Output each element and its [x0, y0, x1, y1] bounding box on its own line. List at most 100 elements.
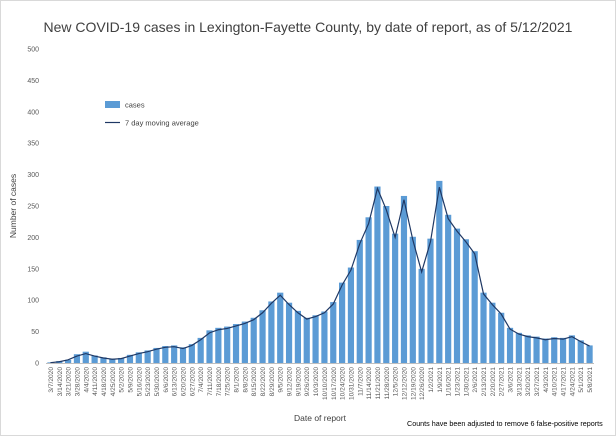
case-bar: [445, 214, 452, 363]
x-tick-label: 3/20/2021: [525, 367, 532, 397]
x-tick-label: 12/19/2020: [410, 367, 417, 400]
x-tick-label: 4/17/2021: [561, 367, 568, 397]
case-bar: [294, 310, 301, 363]
x-tick-label: 4/3/2021: [543, 367, 550, 393]
y-tick-label: 100: [27, 298, 39, 305]
x-tick-label: 4/11/2020: [92, 367, 99, 396]
x-tick-label: 6/20/2020: [181, 367, 188, 397]
case-bar: [197, 337, 204, 363]
case-bar: [347, 267, 355, 363]
case-bar: [392, 233, 399, 363]
case-bar: [365, 217, 372, 363]
case-bar: [551, 337, 558, 363]
x-tick-label: 12/12/2020: [401, 367, 408, 400]
case-bar: [82, 351, 89, 363]
y-tick-label: 200: [27, 235, 39, 242]
case-bar: [268, 301, 275, 363]
case-bar: [586, 345, 593, 363]
case-bar: [498, 312, 505, 363]
x-tick-label: 7/11/2020: [207, 367, 214, 396]
x-tick-label: 11/14/2020: [366, 367, 373, 400]
x-tick-label: 11/28/2020: [384, 367, 391, 400]
x-tick-label: 2/27/2021: [499, 367, 506, 397]
case-bar: [153, 347, 160, 363]
y-tick-label: 500: [27, 47, 39, 54]
x-tick-label: 1/16/2021: [446, 367, 453, 397]
case-bar: [489, 302, 496, 363]
x-tick-label: 3/27/2021: [534, 367, 541, 397]
case-bar: [462, 239, 469, 363]
y-tick-label: 300: [27, 172, 39, 179]
x-tick-label: 10/17/2020: [331, 367, 338, 400]
x-tick-label: 9/5/2020: [278, 367, 285, 393]
x-tick-label: 11/21/2020: [375, 367, 382, 400]
case-bar: [232, 324, 240, 363]
case-bar: [427, 238, 434, 363]
case-bar: [47, 362, 54, 363]
y-tick-label: 0: [35, 361, 39, 368]
case-bar: [241, 321, 248, 363]
x-tick-label: 6/13/2020: [172, 367, 179, 397]
y-tick-label: 150: [27, 266, 39, 273]
case-bar: [339, 282, 346, 363]
case-bar: [109, 358, 116, 363]
case-bar: [224, 326, 231, 363]
x-tick-label: 5/30/2020: [154, 367, 161, 397]
x-tick-label: 12/5/2020: [393, 367, 400, 397]
legend: cases 7 day moving average: [105, 101, 199, 128]
x-tick-label: 2/6/2021: [472, 367, 479, 393]
case-bar: [321, 311, 328, 363]
x-tick-label: 5/2/2020: [119, 367, 126, 393]
case-bar: [73, 354, 81, 363]
case-bar: [303, 317, 310, 363]
x-tick-label: 8/15/2020: [251, 367, 258, 397]
x-tick-label: 1/30/2021: [463, 367, 470, 397]
case-bar: [100, 357, 107, 363]
x-tick-label: 8/29/2020: [269, 367, 276, 397]
case-bar: [436, 180, 443, 363]
y-tick-label: 450: [27, 78, 39, 85]
case-bar: [215, 327, 222, 363]
x-tick-label: 5/16/2020: [136, 367, 143, 397]
chart-title: New COVID-19 cases in Lexington-Fayette …: [43, 19, 573, 35]
x-tick-label: 5/1/2021: [578, 367, 585, 393]
case-bar: [126, 354, 134, 363]
moving-average-line: [50, 186, 590, 364]
x-tick-label: 7/25/2020: [225, 367, 232, 397]
case-bar: [312, 315, 319, 363]
y-axis-title: Number of cases: [8, 174, 18, 238]
x-tick-label: 9/12/2020: [287, 367, 294, 397]
legend-cases-swatch: [105, 101, 120, 108]
x-tick-label: 8/1/2020: [234, 367, 241, 393]
y-tick-label: 50: [31, 329, 39, 336]
case-bar: [524, 335, 531, 363]
legend-cases-label: cases: [125, 101, 145, 110]
case-bar: [559, 337, 567, 363]
x-tick-label: 10/3/2020: [313, 367, 320, 397]
legend-moving-average-label: 7 day moving average: [125, 119, 199, 128]
case-bar: [144, 350, 151, 363]
x-axis-title: Date of report: [294, 413, 347, 423]
x-tick-label: 7/4/2020: [198, 367, 205, 393]
x-tick-label: 3/6/2021: [508, 367, 515, 393]
x-tick-label: 9/26/2020: [304, 367, 311, 397]
case-bar: [330, 302, 337, 363]
case-bar: [250, 317, 257, 363]
x-tick-label: 4/18/2020: [101, 367, 108, 397]
x-tick-label: 1/9/2021: [437, 367, 444, 393]
x-tick-label: 5/23/2020: [145, 367, 152, 397]
case-bar: [568, 335, 575, 363]
case-bar: [285, 302, 293, 363]
case-bar: [506, 327, 514, 363]
case-bar: [206, 330, 213, 363]
case-bar: [259, 310, 266, 363]
x-tick-label: 4/4/2020: [83, 367, 90, 393]
x-tick-label: 3/7/2020: [48, 367, 55, 393]
x-tick-label: 7/18/2020: [216, 367, 223, 397]
x-tick-label: 6/27/2020: [189, 367, 196, 397]
x-tick-label: 3/21/2020: [66, 367, 73, 397]
case-bar: [65, 359, 72, 363]
case-bar: [383, 206, 390, 363]
y-tick-label: 250: [27, 204, 39, 211]
